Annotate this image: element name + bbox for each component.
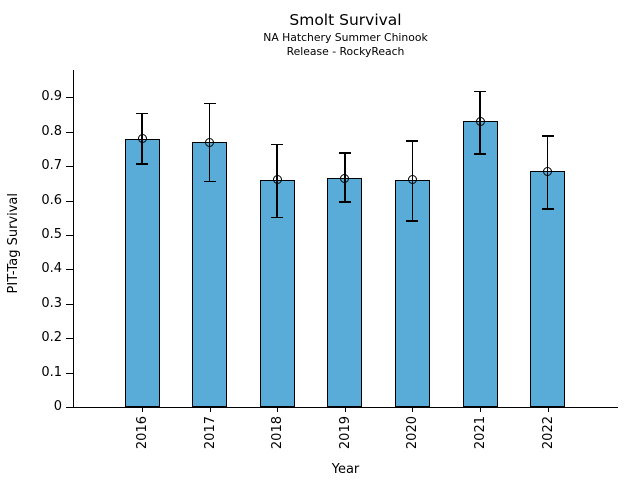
y-tick-label: 0.6 [41, 192, 62, 208]
x-tick-label-2022: 2022 [540, 416, 556, 450]
x-tick [344, 408, 346, 412]
bar-2021 [462, 121, 498, 407]
x-tick [412, 408, 414, 412]
y-tick-label: 0.3 [41, 295, 62, 311]
error-cap-bottom-2021 [474, 153, 486, 155]
x-tick-label-2016: 2016 [135, 416, 150, 450]
y-tick-label: 0.7 [41, 158, 62, 174]
x-tick-label-2020: 2020 [405, 416, 421, 450]
x-tick [547, 408, 549, 412]
point-marker-2016 [137, 134, 147, 144]
y-tick-label: 0.5 [41, 227, 62, 242]
y-tick [66, 407, 73, 408]
error-cap-bottom-2020 [406, 220, 419, 222]
error-cap-top-2020 [406, 140, 419, 142]
x-tick [480, 408, 481, 412]
x-tick-label-2021: 2021 [473, 416, 488, 450]
x-tick [142, 408, 143, 412]
y-tick-label: 0.2 [41, 330, 62, 346]
chart-title: Smolt Survival [289, 11, 402, 29]
y-tick-label: 0.9 [41, 89, 62, 105]
error-cap-bottom-2022 [541, 208, 554, 210]
x-axis-label: Year [331, 462, 360, 477]
bar-2017 [192, 142, 228, 407]
point-marker-2020 [407, 175, 417, 185]
y-tick [66, 269, 73, 271]
y-tick-label: 0 [53, 399, 62, 414]
error-cap-top-2021 [474, 90, 486, 93]
x-tick [209, 408, 211, 412]
y-tick [66, 97, 73, 99]
error-cap-top-2018 [271, 143, 284, 146]
y-tick-label: 0.1 [41, 364, 62, 380]
chart-subtitle-line2: Release - RockyReach [286, 45, 405, 58]
y-tick-label: 0.8 [41, 123, 62, 139]
y-tick [66, 200, 73, 202]
x-tick-label-2019: 2019 [337, 416, 353, 450]
point-marker-2017 [205, 137, 215, 147]
error-cap-bottom-2017 [203, 180, 216, 183]
y-tick [66, 372, 73, 374]
x-tick-label-2017: 2017 [202, 416, 218, 450]
y-tick [66, 338, 73, 340]
bar-2019 [327, 178, 363, 407]
point-marker-2022 [543, 166, 553, 176]
error-cap-top-2017 [203, 102, 216, 105]
bar-2016 [124, 138, 160, 407]
error-cap-top-2019 [338, 152, 351, 154]
x-tick-label-2018: 2018 [270, 416, 286, 450]
error-cap-bottom-2018 [271, 216, 284, 219]
y-tick [66, 166, 73, 168]
error-cap-top-2016 [136, 112, 148, 115]
y-tick [66, 235, 73, 236]
y-tick-label: 0.4 [41, 261, 62, 277]
error-cap-top-2022 [541, 135, 554, 137]
x-tick [277, 408, 279, 412]
y-tick [66, 303, 73, 305]
y-tick [66, 131, 73, 133]
chart-subtitle-line1: NA Hatchery Summer Chinook [263, 31, 428, 44]
point-marker-2021 [475, 116, 485, 126]
point-marker-2018 [272, 175, 282, 185]
y-axis-spine [73, 70, 74, 408]
x-axis-spine [73, 407, 618, 408]
point-marker-2019 [340, 173, 350, 183]
error-cap-bottom-2016 [136, 163, 148, 165]
bar-2022 [530, 171, 566, 407]
error-cap-bottom-2019 [338, 201, 351, 203]
